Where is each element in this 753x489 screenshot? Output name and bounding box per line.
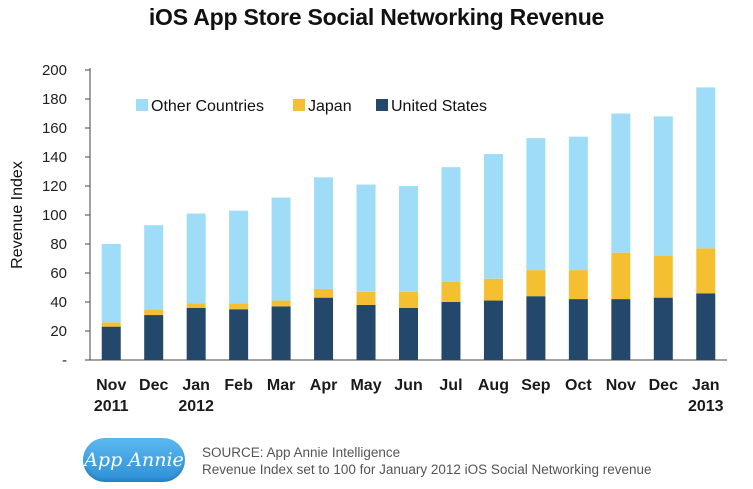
x-tick-year-label: 2011 [94, 398, 129, 415]
y-tick-label: 120 [42, 178, 67, 195]
bar-united-states [144, 315, 164, 360]
bar-other-countries [314, 177, 334, 289]
bar-japan [356, 291, 376, 305]
bar-other-countries [653, 116, 673, 256]
legend-swatch [136, 99, 148, 111]
bar-united-states [229, 309, 249, 360]
bar-other-countries [271, 197, 291, 301]
bar-japan [144, 309, 164, 316]
x-tick-label: Dec [649, 377, 678, 394]
x-tick-label: Jan [692, 377, 720, 394]
bar-united-states [526, 296, 546, 360]
x-tick-label: Mar [267, 377, 295, 394]
y-tick-label: 100 [42, 207, 67, 224]
bar-japan [229, 303, 249, 310]
bar-united-states [483, 300, 503, 360]
y-tick-label: 40 [50, 294, 67, 311]
legend-label: Japan [308, 98, 352, 115]
bar-other-countries [696, 87, 716, 249]
bar-other-countries [101, 244, 121, 323]
legend-label: Other Countries [151, 98, 264, 115]
y-tick-label: 180 [42, 91, 67, 108]
bar-other-countries [186, 213, 206, 304]
x-tick-label: Dec [139, 377, 168, 394]
x-tick-label: Jan [182, 377, 210, 394]
logo-text: App Annie [84, 449, 184, 471]
bar-japan [483, 278, 503, 301]
y-tick-label: 160 [42, 120, 67, 137]
bar-other-countries [229, 210, 249, 304]
source-line: SOURCE: App Annie Intelligence [202, 445, 401, 460]
y-tick-label: 80 [50, 236, 67, 253]
y-tick-label: 200 [42, 62, 67, 79]
bar-other-countries [483, 154, 503, 279]
bar-japan [526, 270, 546, 297]
legend-swatch [376, 99, 388, 111]
bar-united-states [441, 302, 461, 360]
bar-japan [101, 322, 121, 327]
bar-united-states [653, 297, 673, 360]
bar-japan [271, 300, 291, 307]
bar-japan [441, 281, 461, 302]
x-tick-label: Aug [478, 377, 509, 394]
x-tick-label: Nov [606, 377, 636, 394]
bar-united-states [568, 299, 588, 360]
source-note: SOURCE: App Annie Intelligence Revenue I… [202, 444, 652, 478]
bar-japan [696, 248, 716, 294]
y-tick-label: - [62, 352, 67, 369]
bar-united-states [696, 293, 716, 360]
bar-japan [186, 303, 206, 308]
bar-japan [314, 288, 334, 298]
bar-japan [653, 255, 673, 298]
bar-other-countries [526, 138, 546, 271]
x-tick-label: May [350, 377, 381, 394]
bar-other-countries [399, 186, 418, 292]
bar-japan [399, 291, 418, 308]
x-tick-year-label: 2013 [688, 398, 724, 415]
bar-japan [568, 270, 588, 300]
x-tick-label: Nov [96, 377, 126, 394]
y-axis-label: Revenue Index [9, 161, 26, 269]
chart-title: iOS App Store Social Networking Revenue [148, 4, 605, 30]
bar-united-states [186, 307, 206, 360]
bar-united-states [356, 304, 376, 360]
y-tick-label: 60 [50, 265, 67, 282]
bar-other-countries [356, 184, 376, 292]
y-tick-label: 20 [50, 323, 67, 340]
source-footnote: Revenue Index set to 100 for January 201… [202, 462, 652, 477]
x-tick-label: Apr [310, 377, 338, 394]
y-tick-label: 140 [42, 149, 67, 166]
x-tick-label: Oct [565, 377, 592, 394]
x-tick-label: Sep [521, 377, 551, 394]
bar-united-states [399, 307, 418, 360]
bar-other-countries [144, 225, 164, 310]
bar-japan [611, 252, 631, 300]
x-tick-label: Feb [224, 377, 253, 394]
x-tick-year-label: 2012 [178, 398, 214, 415]
bar-united-states [271, 306, 291, 360]
bar-other-countries [441, 167, 461, 282]
bar-other-countries [611, 113, 631, 253]
bar-united-states [611, 299, 631, 360]
bar-united-states [314, 297, 334, 360]
legend-swatch [293, 99, 305, 111]
bar-other-countries [568, 136, 588, 271]
app-annie-logo: App Annie [83, 438, 185, 482]
x-tick-label: Jul [439, 377, 462, 394]
legend-label: United States [391, 98, 487, 115]
x-tick-label: Jun [394, 377, 422, 394]
bar-united-states [101, 326, 121, 360]
